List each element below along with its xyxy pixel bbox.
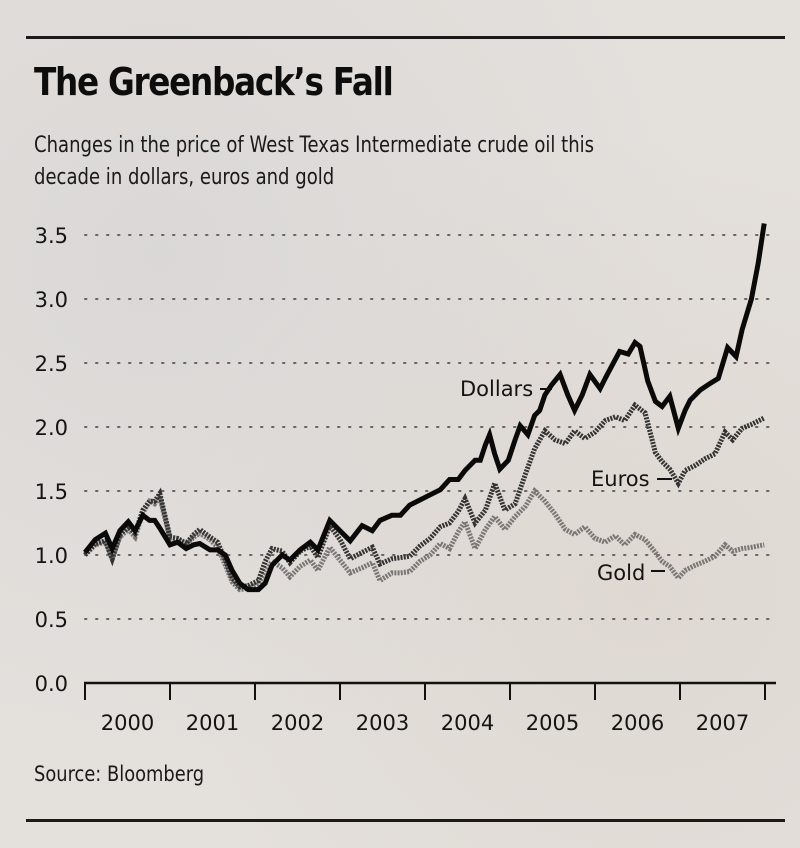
x-tick-label: 2005 xyxy=(526,711,579,735)
series-lines xyxy=(83,223,767,593)
series-label-dollars: Dollars xyxy=(460,377,533,401)
y-tick-label: 1.0 xyxy=(35,544,68,568)
bottom-rule xyxy=(26,819,785,822)
y-tick-label: 1.5 xyxy=(35,480,68,504)
x-tick-label: 2000 xyxy=(101,711,154,735)
x-axis: 2000 2001 2002 2003 2004 2005 2006 2007 xyxy=(84,681,776,735)
series-labels: Dollars Euros Gold xyxy=(460,377,672,585)
chart-subtitle: Changes in the price of West Texas Inter… xyxy=(34,130,772,194)
y-tick-label: 0.0 xyxy=(35,672,68,696)
y-tick-label: 3.5 xyxy=(35,224,68,248)
top-rule xyxy=(26,36,785,39)
subtitle-line-1: Changes in the price of West Texas Inter… xyxy=(34,133,595,158)
x-tick-label: 2002 xyxy=(271,711,324,735)
gridlines xyxy=(84,234,776,620)
x-tick-label: 2007 xyxy=(696,711,749,735)
y-axis-ticks: 0.0 0.5 1.0 1.5 2.0 2.5 3.0 3.5 xyxy=(35,224,68,696)
y-tick-label: 0.5 xyxy=(35,608,68,632)
series-label-gold: Gold xyxy=(597,561,645,585)
source-note: Source: Bloomberg xyxy=(34,762,205,786)
series-line-euros xyxy=(83,401,766,590)
x-tick-label: 2006 xyxy=(611,711,664,735)
y-tick-label: 2.0 xyxy=(35,416,68,440)
chart-title: The Greenback’s Fall xyxy=(34,60,394,104)
y-tick-label: 3.0 xyxy=(35,288,68,312)
y-tick-label: 2.5 xyxy=(35,352,68,376)
x-tick-label: 2003 xyxy=(356,711,409,735)
x-tick-label: 2001 xyxy=(186,711,239,735)
series-line-dollars xyxy=(83,223,767,593)
series-label-euros: Euros xyxy=(591,467,650,491)
subtitle-line-2: decade in dollars, euros and gold xyxy=(34,165,335,190)
x-tick-label: 2004 xyxy=(441,711,494,735)
